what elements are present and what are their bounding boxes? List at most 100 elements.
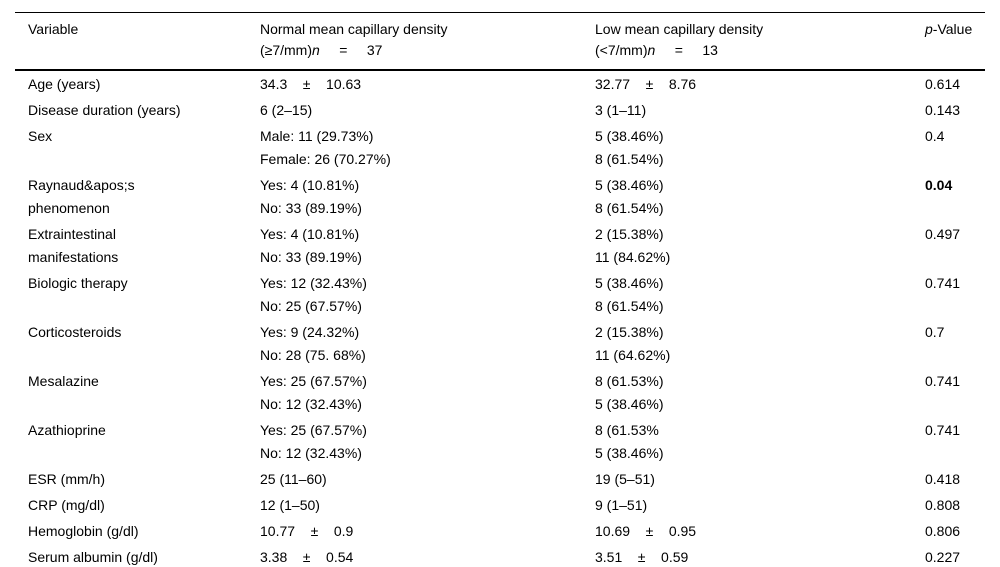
cell-normal-density-line: Male: 11 (29.73%) xyxy=(260,128,374,144)
cell-variable: Azathioprine xyxy=(15,417,260,466)
cell-pvalue: 0.614 xyxy=(925,70,985,97)
table-row: Corticosteroids Yes: 9 (24.32%) No: 28 (75… xyxy=(15,319,985,368)
header-low-count: = 13 xyxy=(655,42,718,58)
cell-variable-line: Extraintestinal xyxy=(28,226,116,242)
cell-low-density-line: 8 (61.53%) xyxy=(595,373,664,389)
cell-low-density: 3 (1–11) xyxy=(595,97,925,123)
cell-normal-density-line: 3.38 ± 0.54 xyxy=(260,549,354,565)
cell-variable-line: manifestations xyxy=(28,249,119,265)
cell-low-density-line: 5 (38.46%) xyxy=(595,128,664,144)
table-row: Age (years) 34.3 ± 10.63 32.77 ± 8.76 0.614 xyxy=(15,70,985,97)
header-variable-label: Variable xyxy=(28,21,79,37)
cell-low-density-line: 19 (5–51) xyxy=(595,471,655,487)
cell-low-density-line: 8 (61.54%) xyxy=(595,298,664,314)
table-row: Serum albumin (g/dl) 3.38 ± 0.54 3.51 ± 0.… xyxy=(15,544,985,567)
header-pvalue-suffix: -Value xyxy=(932,21,973,37)
cell-low-density: 2 (15.38%) 11 (84.62%) xyxy=(595,221,925,270)
cell-variable-line: Serum albumin (g/dl) xyxy=(28,549,158,565)
cell-variable-line: CRP (mg/dl) xyxy=(28,497,105,513)
cell-normal-density-line: Yes: 12 (32.43%) xyxy=(260,275,367,291)
cell-variable: Age (years) xyxy=(15,70,260,97)
capillary-density-table: Variable Normal mean capillary density (… xyxy=(15,12,985,567)
cell-low-density: 5 (38.46%) 8 (61.54%) xyxy=(595,172,925,221)
cell-normal-density-line: No: 33 (89.19%) xyxy=(260,200,362,216)
cell-normal-density-line: 34.3 ± 10.63 xyxy=(260,76,362,92)
header-variable: Variable xyxy=(15,12,260,71)
cell-variable: ESR (mm/h) xyxy=(15,466,260,492)
cell-variable: Sex xyxy=(15,123,260,172)
cell-pvalue-line: 0.741 xyxy=(925,422,961,438)
cell-pvalue-line: 0.143 xyxy=(925,102,961,118)
cell-low-density-line: 2 (15.38%) xyxy=(595,324,664,340)
header-pvalue-p: p xyxy=(925,21,933,37)
cell-normal-density-line: 10.77 ± 0.9 xyxy=(260,523,354,539)
cell-low-density-line: 9 (1–51) xyxy=(595,497,648,513)
cell-low-density-line: 5 (38.46%) xyxy=(595,445,664,461)
cell-low-density-line: 11 (64.62%) xyxy=(595,347,671,363)
cell-low-density: 5 (38.46%) 8 (61.54%) xyxy=(595,123,925,172)
cell-pvalue-line: 0.808 xyxy=(925,497,961,513)
cell-normal-density-line: Yes: 25 (67.57%) xyxy=(260,373,367,389)
header-normal-unit: (≥7/mm) xyxy=(260,42,313,58)
cell-normal-density-line: No: 25 (67.57%) xyxy=(260,298,362,314)
cell-variable: Extraintestinal manifestations xyxy=(15,221,260,270)
cell-pvalue-line: 0.741 xyxy=(925,275,961,291)
cell-low-density: 3.51 ± 0.59 xyxy=(595,544,925,567)
cell-low-density-line: 10.69 ± 0.95 xyxy=(595,523,697,539)
table-row: Azathioprine Yes: 25 (67.57%) No: 12 (32.4… xyxy=(15,417,985,466)
cell-variable-line: phenomenon xyxy=(28,200,110,216)
cell-low-density-line: 8 (61.54%) xyxy=(595,200,664,216)
cell-low-density-line: 5 (38.46%) xyxy=(595,275,664,291)
cell-low-density-line: 5 (38.46%) xyxy=(595,396,664,412)
cell-pvalue: 0.497 xyxy=(925,221,985,270)
cell-normal-density: 12 (1–50) xyxy=(260,492,595,518)
cell-normal-density-line: Yes: 25 (67.57%) xyxy=(260,422,367,438)
cell-low-density: 19 (5–51) xyxy=(595,466,925,492)
table-row: Hemoglobin (g/dl) 10.77 ± 0.9 10.69 ± 0.95… xyxy=(15,518,985,544)
header-normal-line1: Normal mean capillary density xyxy=(260,21,448,37)
header-normal-density: Normal mean capillary density (≥7/mm)n =… xyxy=(260,12,595,71)
cell-normal-density: Yes: 12 (32.43%) No: 25 (67.57%) xyxy=(260,270,595,319)
cell-low-density-line: 8 (61.54%) xyxy=(595,151,664,167)
table-row: Raynaud&apos;s phenomenon Yes: 4 (10.81%) N… xyxy=(15,172,985,221)
cell-variable: Disease duration (years) xyxy=(15,97,260,123)
cell-normal-density-line: No: 12 (32.43%) xyxy=(260,445,362,461)
cell-low-density: 2 (15.38%) 11 (64.62%) xyxy=(595,319,925,368)
header-low-n: n xyxy=(647,42,656,58)
cell-variable: Raynaud&apos;s phenomenon xyxy=(15,172,260,221)
cell-variable-line: Sex xyxy=(28,128,53,144)
cell-normal-density: Yes: 25 (67.57%) No: 12 (32.43%) xyxy=(260,417,595,466)
cell-pvalue-line: 0.04 xyxy=(925,177,953,193)
cell-pvalue: 0.741 xyxy=(925,417,985,466)
cell-low-density-line: 3 (1–11) xyxy=(595,102,647,118)
cell-normal-density-line: Yes: 4 (10.81%) xyxy=(260,177,360,193)
header-normal-line2: (≥7/mm)n = 37 xyxy=(260,40,595,61)
cell-low-density: 5 (38.46%) 8 (61.54%) xyxy=(595,270,925,319)
cell-pvalue: 0.808 xyxy=(925,492,985,518)
cell-low-density: 9 (1–51) xyxy=(595,492,925,518)
cell-low-density-line: 8 (61.53% xyxy=(595,422,659,438)
cell-pvalue: 0.741 xyxy=(925,368,985,417)
cell-normal-density-line: Female: 26 (70.27%) xyxy=(260,151,391,167)
table-row: Disease duration (years) 6 (2–15) 3 (1–11)… xyxy=(15,97,985,123)
cell-variable-line: Raynaud&apos;s xyxy=(28,177,135,193)
table-row: ESR (mm/h) 25 (11–60) 19 (5–51) 0.418 xyxy=(15,466,985,492)
table-row: Extraintestinal manifestations Yes: 4 (10.… xyxy=(15,221,985,270)
cell-variable-line: Biologic therapy xyxy=(28,275,128,291)
cell-low-density-line: 32.77 ± 8.76 xyxy=(595,76,697,92)
cell-variable-line: Azathioprine xyxy=(28,422,106,438)
cell-normal-density-line: Yes: 9 (24.32%) xyxy=(260,324,360,340)
cell-pvalue-line: 0.741 xyxy=(925,373,961,389)
cell-normal-density: Yes: 4 (10.81%) No: 33 (89.19%) xyxy=(260,172,595,221)
cell-pvalue-line: 0.497 xyxy=(925,226,961,242)
cell-low-density-line: 5 (38.46%) xyxy=(595,177,664,193)
cell-normal-density-line: No: 12 (32.43%) xyxy=(260,396,362,412)
header-row: Variable Normal mean capillary density (… xyxy=(15,12,985,71)
cell-pvalue: 0.143 xyxy=(925,97,985,123)
cell-variable-line: ESR (mm/h) xyxy=(28,471,105,487)
cell-normal-density-line: No: 33 (89.19%) xyxy=(260,249,362,265)
table-row: Mesalazine Yes: 25 (67.57%) No: 12 (32.43%… xyxy=(15,368,985,417)
cell-low-density-line: 11 (84.62%) xyxy=(595,249,671,265)
cell-normal-density: 34.3 ± 10.63 xyxy=(260,70,595,97)
